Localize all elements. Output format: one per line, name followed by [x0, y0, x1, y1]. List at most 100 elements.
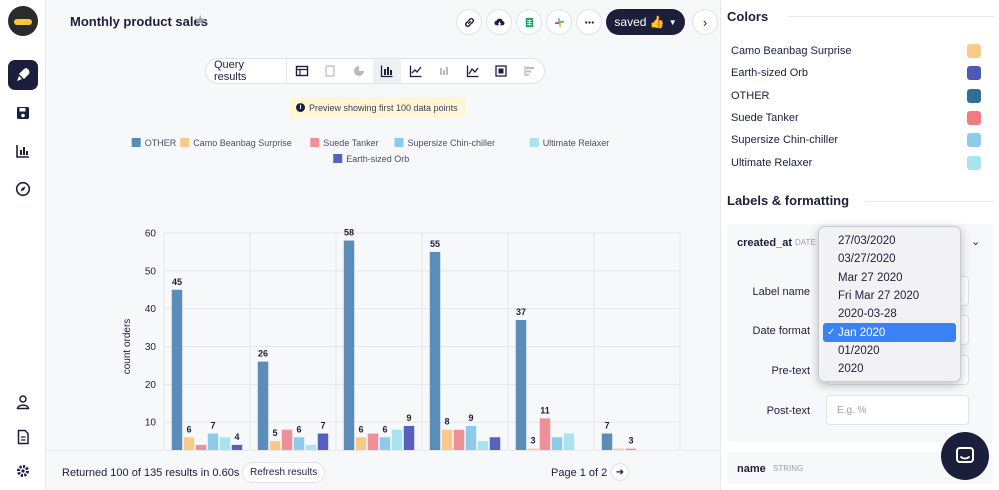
color-label: Supersize Chin-chiller [731, 134, 838, 147]
date-format-option[interactable]: 03/27/2020 [838, 253, 896, 266]
date-format-option[interactable]: Jan 2020 [823, 323, 956, 342]
data-label: 9 [468, 413, 473, 423]
color-label: Earth-sized Orb [731, 67, 809, 80]
stacked-bar-icon[interactable] [430, 59, 459, 83]
chart-card: Query results i Preview showing first 10… [46, 46, 720, 479]
y-tick-label: 60 [145, 229, 157, 240]
returned-text: Returned 100 of 135 results in 0.60s [62, 467, 240, 479]
settings-icon[interactable] [8, 456, 38, 486]
next-page-button[interactable]: ➜ [611, 463, 629, 481]
bar [539, 418, 551, 460]
chat-button[interactable] [941, 432, 989, 480]
divider [865, 201, 994, 202]
color-swatch[interactable] [967, 88, 981, 103]
data-label: 7 [320, 421, 325, 431]
date-format-option[interactable]: 01/2020 [838, 344, 880, 357]
refresh-results-button[interactable]: Refresh results [242, 462, 326, 483]
date-format-option[interactable]: 27/03/2020 [838, 235, 896, 248]
data-label: 9 [406, 413, 411, 423]
post-text-input[interactable]: E.g. % [826, 395, 969, 425]
rocket-icon[interactable] [8, 60, 38, 90]
date-format-option[interactable]: 2020-03-28 [838, 308, 897, 321]
legend-swatch [310, 138, 320, 147]
color-swatch[interactable] [967, 133, 981, 148]
star-icon[interactable]: ★ [194, 12, 207, 28]
document-icon[interactable] [8, 422, 38, 452]
save-icon[interactable] [8, 98, 38, 128]
pie-chart-icon[interactable] [344, 59, 373, 83]
color-swatch[interactable] [967, 66, 981, 81]
color-swatch[interactable] [967, 44, 981, 58]
bar [601, 433, 613, 460]
bar [355, 437, 367, 460]
bar [343, 240, 355, 460]
color-row: Camo Beanbag Surprise [731, 41, 981, 61]
link-icon[interactable] [456, 9, 482, 35]
y-axis-label: count orders [122, 319, 133, 375]
compass-icon[interactable] [8, 174, 38, 204]
bar-chart: OTHER Camo Beanbag Surprise Suede Tanker Su… [122, 138, 681, 479]
saved-label: saved 👍 [614, 15, 665, 29]
data-label: 37 [516, 307, 526, 317]
color-row: Suede Tanker [731, 108, 981, 128]
cloud-download-icon[interactable] [486, 9, 512, 35]
bar [367, 433, 379, 460]
single-value-icon[interactable] [316, 59, 345, 83]
horizontal-bar-icon[interactable] [515, 59, 544, 83]
bar [563, 433, 575, 460]
grouped-bar-chart-icon[interactable] [372, 59, 402, 83]
bar [391, 429, 403, 460]
legend-label: Suede Tanker [323, 138, 378, 148]
color-label: Camo Beanbag Surprise [731, 45, 852, 57]
sheets-icon[interactable] [516, 9, 542, 35]
bar-chart-icon[interactable] [8, 136, 38, 166]
bar [317, 433, 329, 460]
pivot-table-icon[interactable] [487, 59, 516, 83]
legend-swatch [333, 154, 343, 163]
slack-icon[interactable] [546, 9, 572, 35]
bar [489, 437, 501, 460]
bar [441, 429, 453, 460]
saved-button[interactable]: saved 👍 ▼ [606, 9, 685, 35]
legend-label: Ultimate Relaxer [543, 138, 610, 148]
legend-label: Camo Beanbag Surprise [193, 138, 292, 148]
query-results-button[interactable]: Query results [206, 59, 288, 83]
color-row: OTHER [731, 86, 981, 106]
data-label: 26 [258, 349, 268, 359]
date-format-option[interactable]: Fri Mar 27 2020 [838, 290, 920, 303]
y-tick-label: 30 [145, 342, 157, 353]
line-chart-icon[interactable] [401, 59, 430, 83]
date-format-option[interactable]: Mar 27 2020 [838, 271, 903, 284]
chevron-down-icon[interactable]: ⌄ [971, 236, 981, 248]
app-logo[interactable] [8, 6, 38, 36]
data-label: 55 [430, 239, 440, 249]
date-format-option[interactable]: 2020 [838, 363, 864, 376]
field-type: DATE [795, 238, 816, 247]
bar [281, 429, 293, 460]
legend-swatch [180, 138, 190, 147]
legend-label: Earth-sized Orb [346, 154, 409, 164]
color-swatch[interactable] [967, 110, 981, 125]
color-swatch[interactable] [967, 155, 981, 170]
date-format-dropdown: 27/03/2020 03/27/2020 Mar 27 2020 Fri Mar 2… [818, 226, 961, 382]
main-area: Monthly product sales ★ saved 👍 ▼ › Quer… [46, 0, 720, 490]
y-tick-label: 20 [145, 380, 157, 391]
top-bar: Monthly product sales ★ saved 👍 ▼ › [46, 0, 720, 44]
caret-down-icon: ▼ [668, 17, 677, 27]
area-chart-icon[interactable] [458, 59, 487, 83]
table-icon[interactable] [287, 59, 316, 83]
divider [788, 16, 994, 17]
color-row: Ultimate Relaxer [731, 153, 981, 173]
data-label: 8 [444, 417, 449, 427]
bar [429, 251, 441, 460]
bar [257, 361, 269, 460]
more-icon[interactable] [576, 9, 602, 35]
data-label: 3 [530, 436, 535, 446]
arrow-right-icon: ➜ [615, 466, 625, 478]
data-label: 6 [382, 424, 387, 434]
chevron-right-icon: › [702, 14, 708, 30]
preview-notice: i Preview showing first 100 data points [289, 97, 465, 118]
user-icon[interactable] [8, 387, 38, 417]
color-label: Ultimate Relaxer [731, 156, 813, 169]
collapse-panel-button[interactable]: › [692, 9, 718, 35]
